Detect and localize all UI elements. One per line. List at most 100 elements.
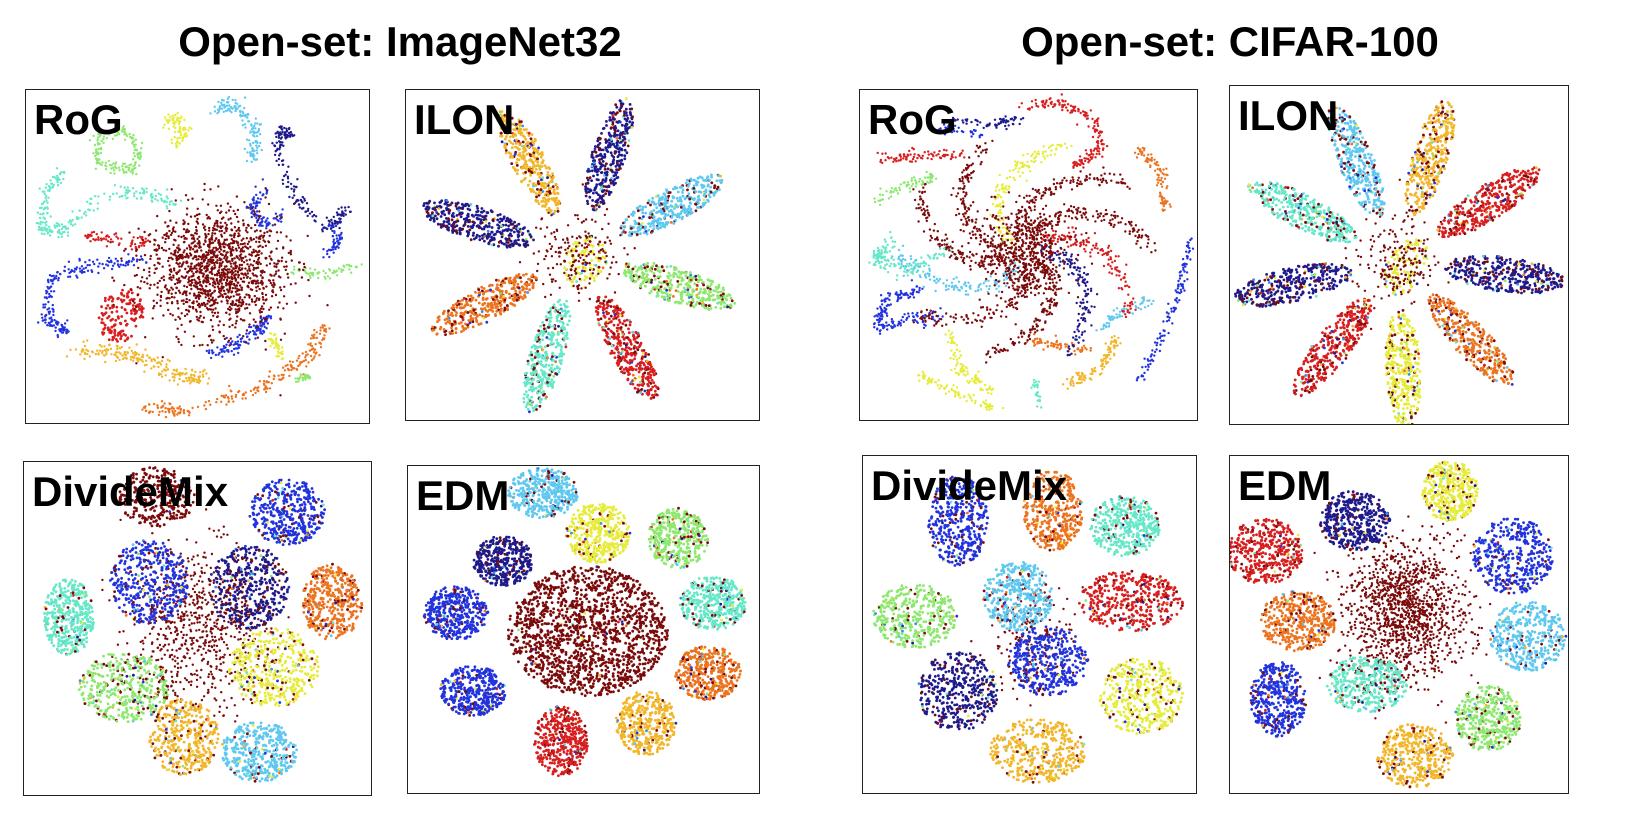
class-point xyxy=(254,122,257,125)
class-point xyxy=(615,105,619,109)
open-set-point xyxy=(176,299,179,303)
open-set-point xyxy=(268,279,272,282)
class-point xyxy=(71,224,75,227)
class-point xyxy=(145,190,148,194)
class-point xyxy=(254,206,257,210)
open-set-point xyxy=(182,219,185,222)
class-point xyxy=(322,248,325,251)
class-point xyxy=(657,199,661,203)
class-point xyxy=(62,177,65,181)
open-set-point xyxy=(196,207,199,210)
class-point xyxy=(281,130,284,134)
open-set-point xyxy=(203,292,207,295)
class-point xyxy=(645,392,649,395)
class-point xyxy=(230,349,233,353)
class-point xyxy=(590,169,594,173)
open-set-point xyxy=(268,255,271,258)
class-point xyxy=(118,195,121,199)
class-point xyxy=(599,317,603,321)
open-set-point xyxy=(238,229,241,232)
class-point xyxy=(667,271,671,275)
open-set-point xyxy=(289,283,293,286)
open-set-point xyxy=(207,215,210,219)
class-point xyxy=(605,173,609,176)
class-point xyxy=(100,318,104,321)
class-point xyxy=(701,299,705,303)
class-point xyxy=(290,368,293,372)
open-set-point xyxy=(220,235,224,238)
open-set-point xyxy=(231,303,234,307)
class-point xyxy=(136,236,139,240)
class-point xyxy=(722,294,726,298)
open-set-point xyxy=(142,268,146,272)
class-point xyxy=(342,214,345,218)
class-point xyxy=(274,212,278,215)
class-point xyxy=(139,298,142,302)
open-set-point xyxy=(192,236,195,239)
class-point xyxy=(37,228,40,231)
class-point xyxy=(610,137,613,141)
class-point xyxy=(172,125,175,128)
class-point xyxy=(85,348,88,351)
open-set-point xyxy=(228,246,231,249)
class-point xyxy=(249,325,253,329)
class-point xyxy=(287,368,291,372)
class-point xyxy=(197,378,200,382)
class-point xyxy=(258,133,262,136)
open-set-point xyxy=(267,202,271,206)
open-set-point xyxy=(258,240,261,244)
class-point xyxy=(656,210,659,214)
class-point xyxy=(702,185,706,188)
open-set-point xyxy=(239,277,243,280)
class-point xyxy=(644,205,648,209)
class-point xyxy=(343,206,347,209)
class-point xyxy=(255,144,258,147)
open-set-point xyxy=(155,301,159,305)
open-set-point xyxy=(257,258,260,261)
class-point xyxy=(170,141,174,145)
class-point xyxy=(302,359,306,363)
class-point xyxy=(686,285,690,288)
open-set-point xyxy=(112,279,116,282)
class-point xyxy=(154,197,157,201)
class-point xyxy=(52,183,55,187)
class-point xyxy=(178,121,181,124)
class-point xyxy=(602,299,606,303)
open-set-point xyxy=(188,279,191,283)
class-point xyxy=(130,260,133,263)
class-point xyxy=(176,383,180,386)
class-point xyxy=(113,127,116,130)
open-set-point xyxy=(262,298,265,301)
open-set-point xyxy=(307,278,310,282)
class-point xyxy=(307,207,310,211)
class-point xyxy=(298,203,301,206)
class-point xyxy=(616,176,620,179)
class-point xyxy=(122,171,126,174)
class-point xyxy=(222,110,225,113)
class-point xyxy=(652,209,656,212)
open-set-point xyxy=(292,202,296,206)
open-set-point xyxy=(205,274,208,277)
open-set-point xyxy=(170,188,173,191)
class-point xyxy=(44,318,47,321)
class-point xyxy=(86,352,89,356)
open-set-point xyxy=(284,260,288,263)
class-point xyxy=(172,407,175,410)
open-set-point xyxy=(148,287,151,290)
open-set-point xyxy=(259,262,262,266)
open-set-point xyxy=(280,256,284,259)
open-set-point xyxy=(187,265,190,268)
open-set-point xyxy=(167,236,170,240)
open-set-point xyxy=(240,286,243,289)
class-point xyxy=(288,360,292,363)
open-set-point xyxy=(245,237,248,240)
open-set-point xyxy=(181,292,184,296)
open-set-point xyxy=(206,344,209,347)
class-point xyxy=(103,323,107,327)
class-point xyxy=(58,178,61,181)
class-point xyxy=(243,123,247,126)
class-point xyxy=(667,205,670,209)
class-point xyxy=(710,173,713,177)
class-point xyxy=(188,376,191,379)
class-point xyxy=(621,330,625,334)
